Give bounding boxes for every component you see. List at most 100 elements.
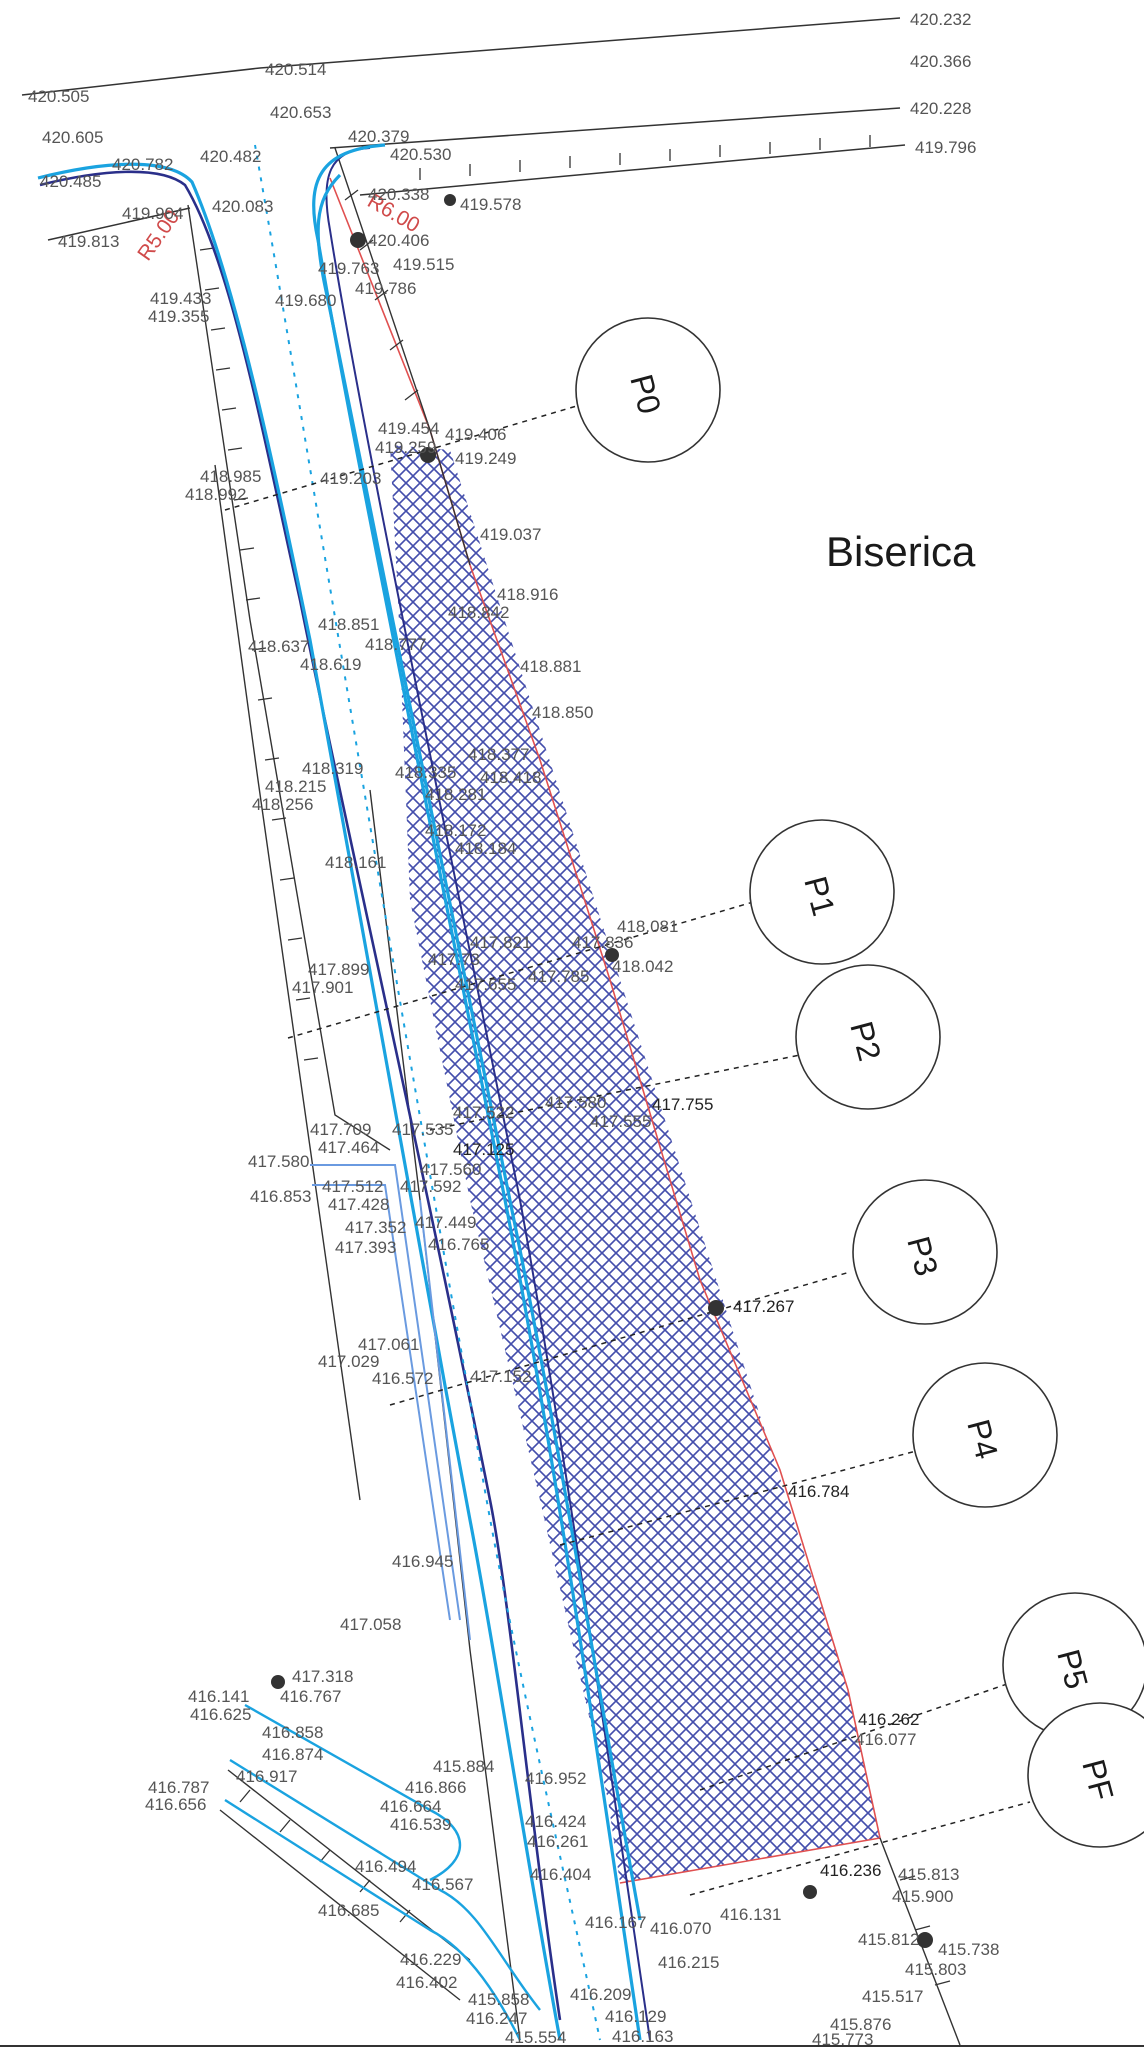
elevation-label: 416.129 <box>605 2007 666 2026</box>
elevation-label: 419.454 <box>378 419 439 438</box>
elevation-label: 415.813 <box>898 1865 959 1884</box>
elevation-label: 419.763 <box>318 259 379 278</box>
elevation-label: 420.338 <box>368 185 429 204</box>
elevation-label: 418.335 <box>395 763 456 782</box>
elevation-label: 417.535 <box>392 1120 453 1139</box>
elevation-label: 416.163 <box>612 2027 673 2046</box>
elevation-label: 420.482 <box>200 147 261 166</box>
elevation-label: 416.567 <box>412 1875 473 1894</box>
elevation-label: 418.081 <box>617 917 678 936</box>
elevation-label: 419.813 <box>58 232 119 251</box>
profile-circle-p4 <box>912 1362 1058 1508</box>
elevation-label: 418.881 <box>520 657 581 676</box>
elevation-label: 420.083 <box>212 197 273 216</box>
elevation-label: 416.236 <box>820 1861 881 1880</box>
elevation-label: 417.560 <box>420 1160 481 1179</box>
elevation-label: 416.167 <box>585 1913 646 1932</box>
elevation-label: 420.505 <box>28 87 89 106</box>
elevation-label: 418.842 <box>448 603 509 622</box>
elevation-label: 420.782 <box>112 155 173 174</box>
elevation-label: 416.131 <box>720 1905 781 1924</box>
elevation-label: 415.803 <box>905 1960 966 1979</box>
survey-symbols <box>271 194 933 1948</box>
elevation-label: 417.058 <box>340 1615 401 1634</box>
elevation-label: 416.402 <box>396 1973 457 1992</box>
map-title-biserica: Biserica <box>826 528 976 575</box>
elevation-label: 418.281 <box>425 785 486 804</box>
elevation-label: 417.061 <box>358 1335 419 1354</box>
elevation-label: 415.900 <box>892 1887 953 1906</box>
profile-circle-p2 <box>795 964 941 1110</box>
elevation-label: 416.664 <box>380 1797 441 1816</box>
elevation-label: 416.077 <box>855 1730 916 1749</box>
elevation-label: 418.319 <box>302 759 363 778</box>
elevation-label: 416.070 <box>650 1919 711 1938</box>
profile-markers <box>575 317 1144 1848</box>
elevation-label: 418.215 <box>265 777 326 796</box>
elevation-label: 416.787 <box>148 1778 209 1797</box>
elevation-label: 416.866 <box>405 1778 466 1797</box>
elevation-label: 418.985 <box>200 467 261 486</box>
elevation-label: 418.777 <box>365 635 426 654</box>
elevation-label: 417.125 <box>453 1140 514 1159</box>
elevation-label: 417.580 <box>545 1093 606 1112</box>
elevation-label: 417.464 <box>318 1138 379 1157</box>
elevation-label: 417.449 <box>415 1213 476 1232</box>
elevation-label: 417.352 <box>345 1218 406 1237</box>
elevation-label: 416.765 <box>428 1235 489 1254</box>
elevation-label: 418.637 <box>248 637 309 656</box>
elevation-label: 415.858 <box>468 1990 529 2009</box>
elevation-label: 415.773 <box>812 2030 873 2049</box>
elevation-label: 418.992 <box>185 485 246 504</box>
road-edge-navy <box>39 170 562 2021</box>
elevation-label: 419.406 <box>445 425 506 444</box>
elevation-label: 416.424 <box>525 1812 586 1831</box>
elevation-label: 418.042 <box>612 957 673 976</box>
profile-circle-pf <box>1027 1702 1144 1848</box>
elevation-label: 416.656 <box>145 1795 206 1814</box>
elevation-label: 417.709 <box>310 1120 371 1139</box>
road-axis <box>254 144 601 2041</box>
side-road-curbs <box>224 1703 541 2041</box>
curb-lines <box>37 143 642 2041</box>
elevation-label: 418.184 <box>455 839 516 858</box>
edge-ticks <box>199 135 951 1986</box>
elevation-label: 416.784 <box>788 1482 849 1501</box>
elevation-label: 416.404 <box>530 1865 591 1884</box>
elevation-label: 417.512 <box>322 1177 383 1196</box>
elevation-label: 416.767 <box>280 1687 341 1706</box>
elevation-label: 415.554 <box>505 2028 566 2047</box>
elevation-label: 416.685 <box>318 1901 379 1920</box>
elevation-label: 420.228 <box>910 99 971 118</box>
elevation-label: 420.232 <box>910 10 971 29</box>
elevation-label: 416.262 <box>858 1710 919 1729</box>
elevation-label: 416.917 <box>236 1767 297 1786</box>
elevation-label: 417.836 <box>572 933 633 952</box>
elevation-label: 416.625 <box>190 1705 251 1724</box>
elevation-label: 420.366 <box>910 52 971 71</box>
elevation-label: 417.522 <box>453 1103 514 1122</box>
cross-section-lines <box>224 404 1031 1896</box>
elevation-label: 416.229 <box>400 1950 461 1969</box>
elevation-label: 416.945 <box>392 1552 453 1571</box>
elevation-label: 416.952 <box>525 1769 586 1788</box>
elevation-label: 418.619 <box>300 655 361 674</box>
elevation-label: 419.796 <box>915 138 976 157</box>
elevation-label: 419.680 <box>275 291 336 310</box>
elevation-label: 416.874 <box>262 1745 323 1764</box>
elevation-label: 416.247 <box>466 2009 527 2028</box>
elevation-label: 417.393 <box>335 1238 396 1257</box>
elevation-label: 418.172 <box>425 821 486 840</box>
elevation-label: 419.433 <box>150 289 211 308</box>
elevation-label: 416.572 <box>372 1369 433 1388</box>
profile-circle-p1 <box>749 819 895 965</box>
elevation-label: 419.203 <box>320 469 381 488</box>
elevation-label: 417.029 <box>318 1352 379 1371</box>
elevation-label: 417.901 <box>292 978 353 997</box>
road-edge-lines <box>187 147 961 2046</box>
top-boundary-lines <box>21 17 906 241</box>
elevation-labels: 420.232 420.366 420.228 419.796 420.514 … <box>28 10 999 2049</box>
elevation-label: 417.555 <box>590 1112 651 1131</box>
elevation-label: 415.884 <box>433 1757 494 1776</box>
